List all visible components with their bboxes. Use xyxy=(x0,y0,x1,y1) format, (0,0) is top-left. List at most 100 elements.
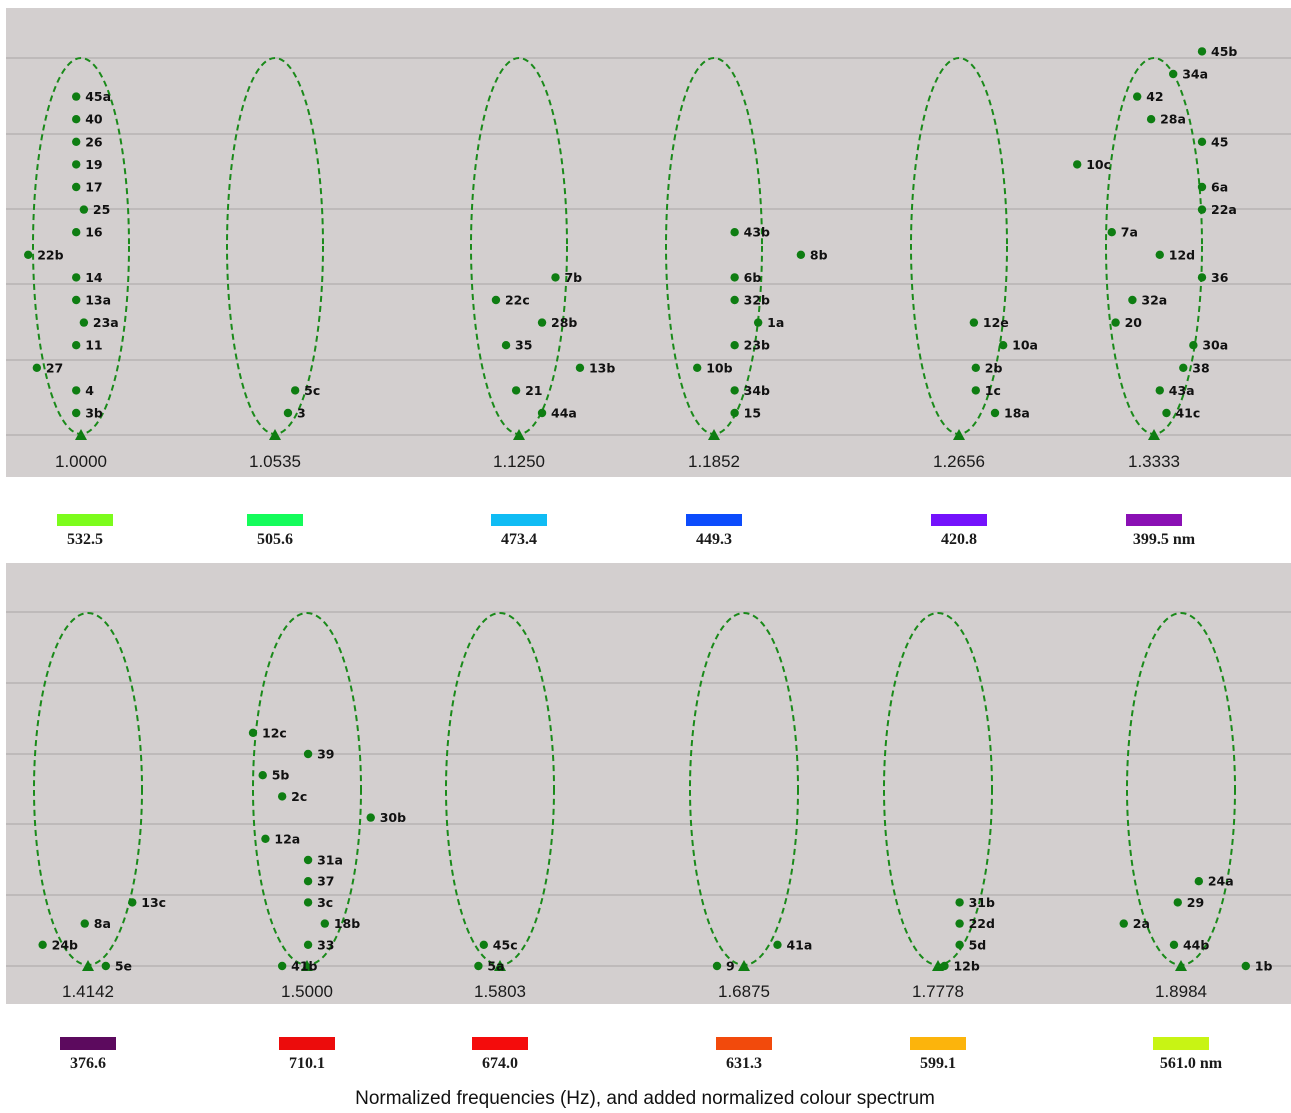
point-label: 28b xyxy=(551,315,577,330)
data-point xyxy=(971,386,980,395)
data-point xyxy=(72,408,81,418)
ratio-label: 1.1852 xyxy=(688,452,740,471)
point-label: 1b xyxy=(1255,959,1273,974)
data-point xyxy=(1189,341,1198,350)
data-point xyxy=(730,408,739,418)
top-panel: 45a40261917251622b1413a23a112743b1.00005… xyxy=(6,8,1291,548)
colour-band xyxy=(910,1037,966,1050)
wavelength-label: 532.5 xyxy=(67,531,103,548)
data-point xyxy=(303,855,313,865)
ratio-label: 1.5803 xyxy=(474,982,526,1001)
point-label: 22c xyxy=(505,293,530,308)
data-point xyxy=(1128,295,1137,305)
data-point xyxy=(258,771,267,780)
point-label: 44b xyxy=(1183,937,1209,952)
plot-background xyxy=(6,563,1291,1004)
point-label: 35 xyxy=(515,338,532,353)
point-label: 13c xyxy=(141,895,166,910)
ratio-marker xyxy=(75,429,87,440)
point-label: 23a xyxy=(93,315,119,330)
point-label: 30a xyxy=(1202,338,1228,353)
point-label: 40 xyxy=(85,112,103,127)
frequency-group: 13c 8a 24b 5e xyxy=(33,612,166,974)
data-point xyxy=(491,295,501,305)
point-label: 32b xyxy=(744,293,770,308)
point-label: 5e xyxy=(115,959,132,974)
data-point xyxy=(1169,940,1179,949)
point-label: 24a xyxy=(1208,874,1234,889)
point-label: 43b xyxy=(744,225,770,240)
point-label: 23b xyxy=(744,338,770,353)
ratio-label: 1.8984 xyxy=(1155,982,1207,1001)
data-point xyxy=(712,961,722,971)
point-label: 24b xyxy=(52,937,78,952)
point-label: 7a xyxy=(1121,225,1138,240)
point-label: 45c xyxy=(493,937,518,952)
data-point xyxy=(575,363,585,372)
point-label: 12a xyxy=(274,831,300,846)
frequency-group: 31b 22d 5d 12b xyxy=(883,612,995,974)
colour-band xyxy=(931,514,987,526)
data-point xyxy=(38,940,47,949)
data-point xyxy=(551,273,560,282)
ratio-marker xyxy=(1175,960,1187,971)
point-label: 45a xyxy=(85,89,111,104)
wavelength-label: 449.3 xyxy=(696,531,732,548)
point-label: 8a xyxy=(94,916,111,931)
data-point xyxy=(1119,919,1128,928)
data-point xyxy=(1155,250,1164,259)
point-label: 22a xyxy=(1211,202,1237,217)
data-point xyxy=(990,408,1000,418)
data-point xyxy=(283,408,293,418)
point-label: 39 xyxy=(317,747,334,762)
data-point xyxy=(261,834,270,843)
point-label: 13b xyxy=(589,360,615,375)
point-label: 5c xyxy=(304,383,320,398)
data-point xyxy=(998,341,1008,350)
data-point xyxy=(796,250,806,259)
frequency-group: 24a 29 2a 44b 1b xyxy=(1119,612,1273,974)
data-point xyxy=(72,115,81,124)
data-point xyxy=(955,898,964,907)
wavelength-label: 599.1 xyxy=(920,1055,956,1072)
colour-band xyxy=(491,514,547,526)
data-point xyxy=(72,273,81,282)
data-point xyxy=(79,318,89,327)
data-point xyxy=(1197,47,1207,56)
point-label: 41b xyxy=(291,959,317,974)
data-point xyxy=(474,961,483,971)
data-point xyxy=(1111,318,1120,327)
point-label: 36 xyxy=(1211,270,1229,285)
colour-band xyxy=(57,514,113,526)
data-point xyxy=(32,363,42,372)
data-point xyxy=(72,341,81,350)
point-label: 42 xyxy=(1146,89,1163,104)
ratio-marker xyxy=(708,429,720,440)
colour-band xyxy=(472,1037,528,1050)
data-point xyxy=(303,877,313,886)
data-point xyxy=(955,940,964,949)
ratio-label: 1.6875 xyxy=(718,982,770,1001)
data-point xyxy=(1155,386,1164,395)
data-point xyxy=(1073,160,1082,169)
data-point xyxy=(753,318,763,327)
data-point xyxy=(730,341,739,350)
point-label: 4 xyxy=(85,383,94,398)
ratio-marker xyxy=(494,960,506,971)
ratio-marker xyxy=(301,960,313,971)
data-point xyxy=(248,728,258,737)
data-point xyxy=(277,792,287,801)
data-point xyxy=(72,228,81,237)
point-label: 10b xyxy=(706,360,732,375)
point-label: 45 xyxy=(1211,134,1228,149)
point-label: 31a xyxy=(317,853,343,868)
point-label: 12d xyxy=(1169,247,1195,262)
point-label: 14 xyxy=(85,270,103,285)
data-point xyxy=(1179,363,1188,372)
point-label: 9 xyxy=(726,959,735,974)
point-label: 12c xyxy=(262,725,287,740)
data-point xyxy=(72,295,81,305)
ratio-marker xyxy=(82,960,94,971)
point-label: 1c xyxy=(985,383,1001,398)
